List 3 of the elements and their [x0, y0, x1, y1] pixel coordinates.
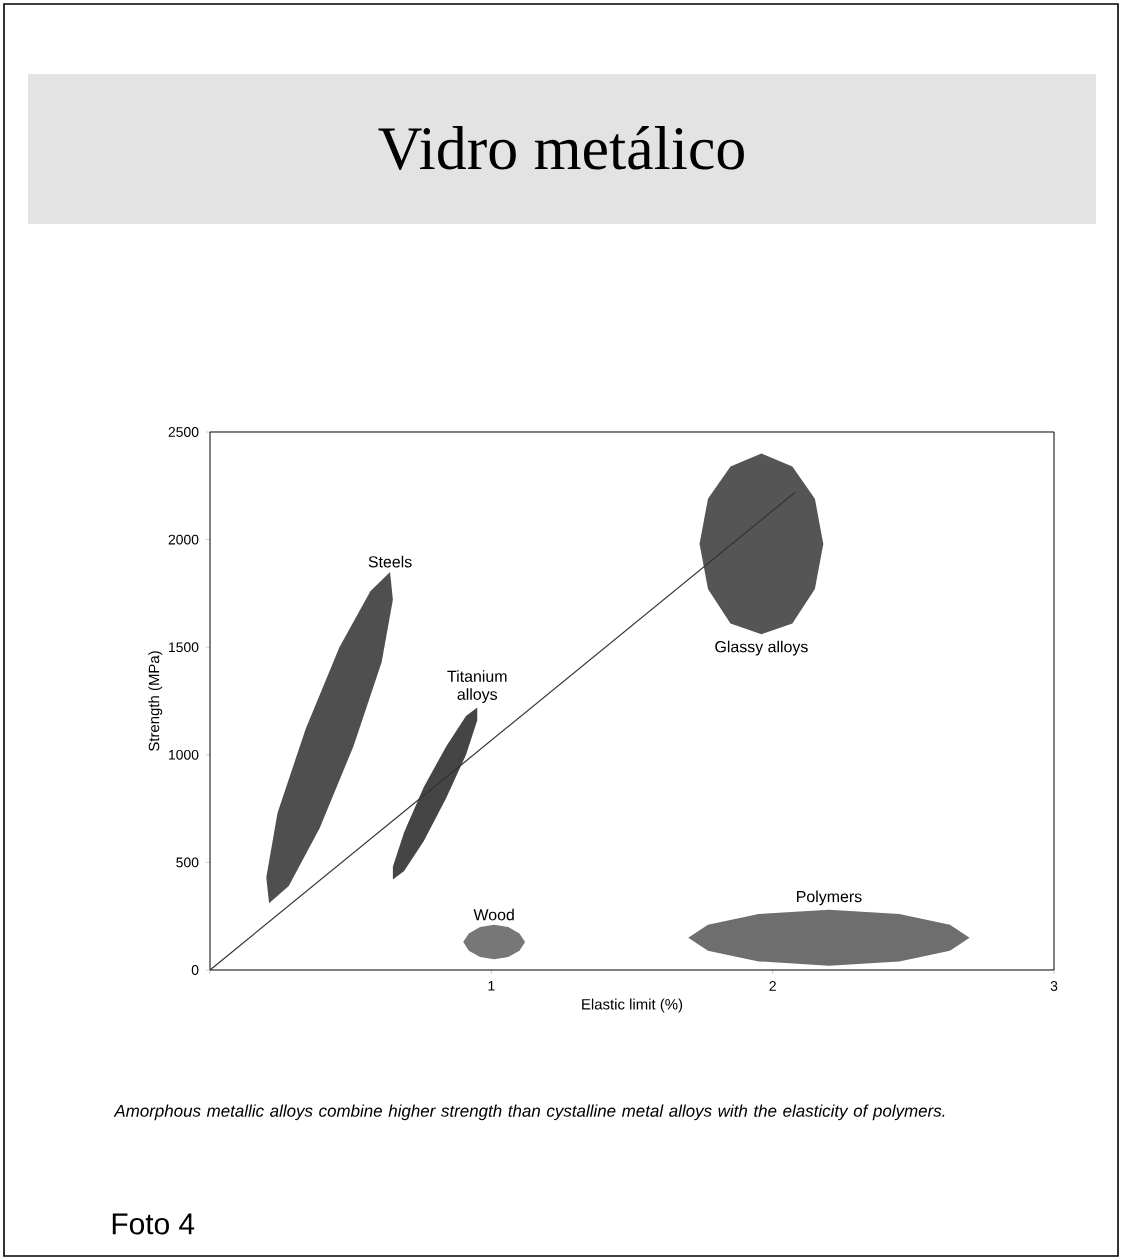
chart-title: Vidro metálico: [378, 126, 744, 170]
text: Foto 4: [112, 1213, 195, 1235]
text: Amorphous metallic alloys combine higher strength than cystalline metal alloys with the elasticity of polymers.: [113, 1104, 945, 1121]
